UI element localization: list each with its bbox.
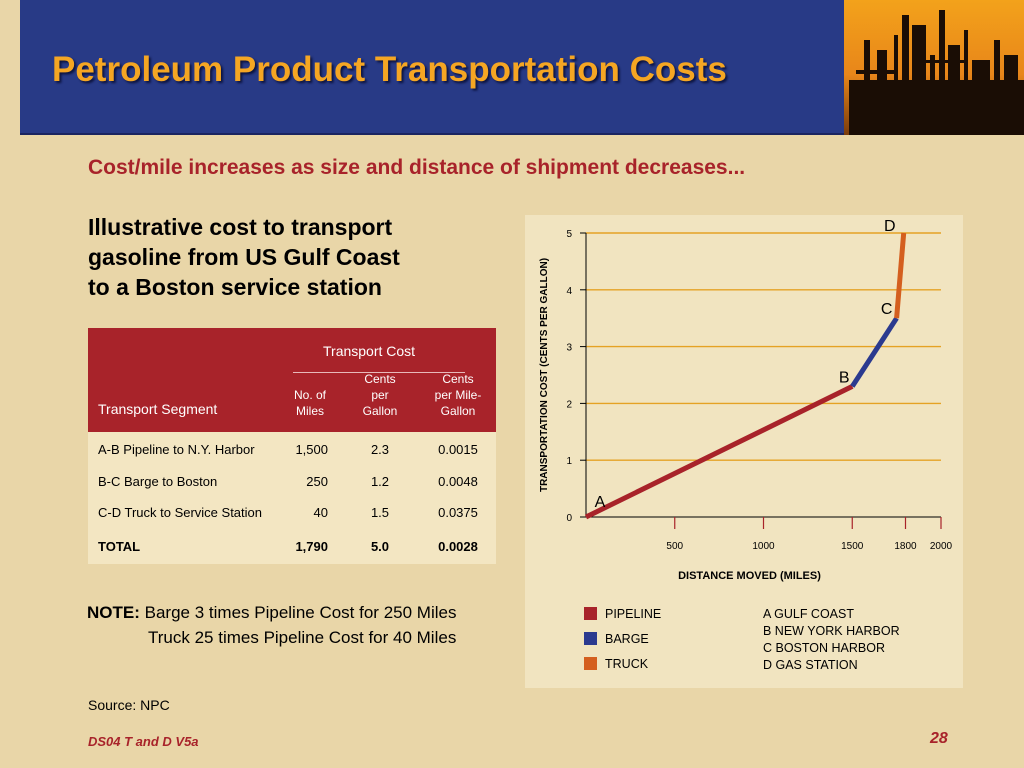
table-cell: 250 [306, 474, 328, 489]
legend-swatch [584, 632, 597, 645]
intro-line: Illustrative cost to transport [88, 214, 393, 240]
table-cell: 1,500 [295, 442, 328, 457]
note-line: Truck 25 times Pipeline Cost for 40 Mile… [148, 628, 457, 647]
y-tick-label: 5 [566, 229, 572, 240]
group-header: Transport Cost [323, 343, 416, 359]
cents-mile-gallon-header: Cents per Mile- Gallon [434, 372, 482, 418]
transport-cost-chart: 0 1 2 3 4 5 500 1000 1500 1800 2000 DISTANCE MOVED … [539, 218, 953, 672]
footer-deck-id: DS04 T and D V5a [88, 734, 199, 749]
x-tick-label: 1000 [752, 541, 775, 552]
x-tick-label: 500 [666, 541, 683, 552]
point-label: A [595, 494, 606, 511]
point-label: D [884, 218, 896, 235]
table-cell: A-B Pipeline to N.Y. Harbor [98, 442, 255, 457]
x-tick-label: 1800 [894, 541, 917, 552]
source-text: Source: NPC [88, 697, 170, 713]
legend-point-label: D GAS STATION [763, 658, 858, 672]
title-band [20, 0, 844, 135]
point-label: B [839, 369, 850, 386]
legend-label: PIPELINE [605, 607, 661, 621]
table-cell: C-D Truck to Service Station [98, 505, 262, 520]
segment-header: Transport Segment [98, 401, 218, 417]
chart-panel [525, 215, 963, 688]
x-tick-label: 2000 [930, 541, 953, 552]
table-cell: 0.0015 [438, 442, 478, 457]
note-line: Barge 3 times Pipeline Cost for 250 Mile… [144, 603, 457, 622]
point-label: C [881, 301, 893, 318]
page-title: Petroleum Product Transportation Costs [52, 50, 727, 89]
table-total-cell: 5.0 [370, 539, 390, 554]
intro-line: to a Boston service station [88, 274, 382, 300]
x-axis-label: DISTANCE MOVED (MILES) [678, 570, 821, 582]
y-axis-label: TRANSPORTATION COST (CENTS PER GALLON) [539, 258, 550, 492]
cents-gallon-header: Cents per Gallon [362, 372, 398, 418]
table-cell: 0.0048 [438, 474, 478, 489]
table-total-cell: 0.0028 [438, 539, 478, 554]
legend-label: BARGE [605, 632, 649, 646]
page-number: 28 [930, 730, 948, 747]
legend-label: TRUCK [605, 657, 649, 671]
table-header: Transport Cost Transport Segment No. of … [88, 328, 496, 432]
intro-text: Illustrative cost to transport gasoline … [88, 212, 488, 302]
header: Petroleum Product Transportation Costs [0, 0, 1024, 135]
y-tick-label: 2 [566, 399, 572, 410]
table-total-cell: 1,790 [295, 539, 328, 554]
subtitle: Cost/mile increases as size and distance… [88, 156, 746, 179]
table-cell: 1.2 [370, 474, 390, 489]
y-tick-label: 4 [566, 286, 572, 297]
legend-point-label: B NEW YORK HARBOR [763, 624, 900, 638]
legend-point-label: A GULF COAST [763, 607, 854, 621]
series-line-barge [850, 316, 899, 388]
legend-swatch [584, 607, 597, 620]
miles-header: No. of Miles [293, 388, 326, 418]
table-cell: 0.0375 [438, 505, 478, 520]
note-label: NOTE: [87, 603, 140, 622]
series-line-truck [894, 232, 907, 319]
legend-point-label: C BOSTON HARBOR [763, 641, 885, 655]
refinery-skyline-image [844, 0, 1024, 135]
note: NOTE: Barge 3 times Pipeline Cost for 25… [87, 600, 456, 650]
table-cell: 1.5 [370, 505, 390, 520]
legend-swatch [584, 657, 597, 670]
y-tick-label: 3 [566, 343, 572, 354]
group-header-rule [293, 372, 465, 373]
cost-table: Transport Cost Transport Segment No. of … [88, 328, 496, 564]
table-cell: 40 [313, 505, 328, 520]
series-line-pipeline [584, 384, 854, 520]
table-cell: 2.3 [370, 442, 390, 457]
table-cell: B-C Barge to Boston [98, 474, 218, 489]
y-tick-label: 0 [566, 513, 572, 524]
x-tick-label: 1500 [841, 541, 864, 552]
table-total-cell: TOTAL [98, 539, 141, 554]
intro-line: gasoline from US Gulf Coast [88, 244, 400, 270]
y-tick-label: 1 [566, 456, 572, 467]
